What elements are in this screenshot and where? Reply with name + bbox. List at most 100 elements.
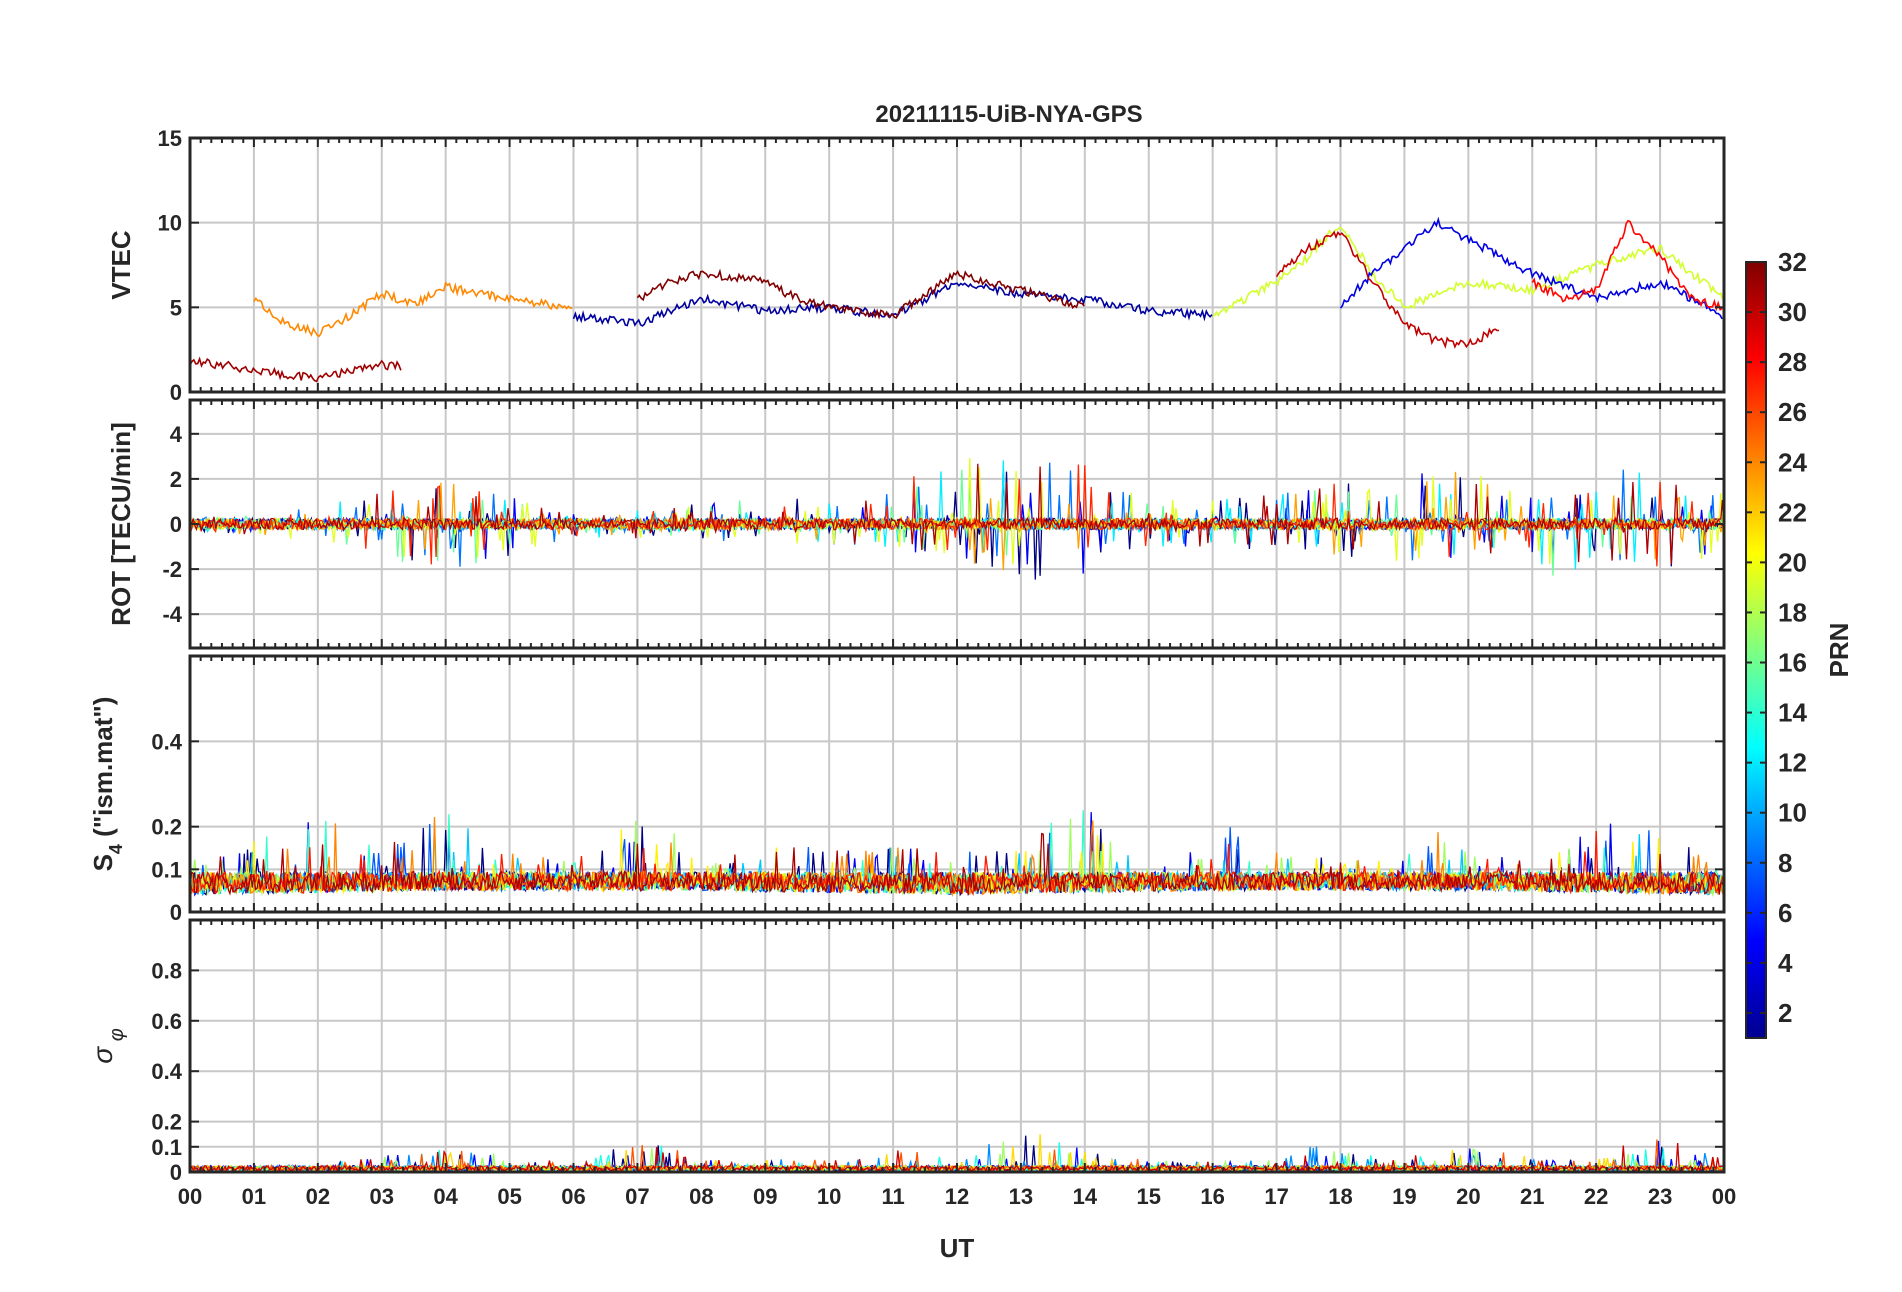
y-tick-label: 0.4	[151, 729, 182, 754]
series-line	[189, 463, 1725, 565]
y-axis-label-sub: 4	[106, 844, 126, 854]
colorbar-tick-label: 30	[1778, 297, 1807, 327]
panel-s4: 0 0.1 0.2 0.4 S4 ("ism.mat")	[88, 654, 1726, 925]
series-line	[189, 830, 1725, 897]
series-line	[1339, 216, 1723, 320]
y-axis-label-rest: ("ism.mat")	[88, 697, 118, 844]
x-axis-label: UT	[940, 1233, 975, 1263]
y-axis-label: σ φ	[87, 1028, 128, 1064]
colorbar-tick-label: 6	[1778, 898, 1792, 928]
y-tick-label: 10	[158, 211, 182, 236]
y-axis-label: VTEC	[106, 230, 136, 300]
colorbar-tick-label: 18	[1778, 597, 1807, 627]
series-line	[189, 356, 402, 383]
x-tick-label: 03	[370, 1184, 394, 1209]
x-tick-label: 09	[753, 1184, 777, 1209]
x-tick-label: 21	[1520, 1184, 1544, 1209]
x-tick-label: 16	[1200, 1184, 1224, 1209]
series-line	[189, 832, 1725, 896]
x-tick-label: 17	[1264, 1184, 1288, 1209]
x-tick-label: 22	[1584, 1184, 1608, 1209]
y-tick-label: 0.2	[151, 1110, 182, 1135]
ticks	[189, 920, 1725, 1173]
colorbar-tick-label: 10	[1778, 798, 1807, 828]
x-tick-label: 08	[689, 1184, 713, 1209]
traces	[189, 216, 1724, 383]
colorbar-label: PRN	[1824, 623, 1854, 678]
y-axis-label: ROT [TECU/min]	[106, 422, 136, 626]
y-tick-label: 0.4	[151, 1059, 182, 1084]
y-tick-label: -2	[162, 557, 182, 582]
x-tick-label: 12	[945, 1184, 969, 1209]
colorbar-tick-label: 24	[1778, 447, 1807, 477]
y-tick-label: -4	[162, 602, 182, 627]
x-tick-label: 07	[625, 1184, 649, 1209]
colorbar-tick-label: 16	[1778, 648, 1807, 678]
traces	[189, 810, 1725, 898]
y-tick-label: 4	[170, 422, 183, 447]
y-axis-label-main: S	[88, 854, 118, 871]
x-tick-label: 10	[817, 1184, 841, 1209]
y-tick-label: 15	[158, 126, 182, 151]
x-tick-label: 02	[306, 1184, 330, 1209]
ticks	[189, 400, 1725, 648]
y-axis-label-main: σ	[87, 1046, 118, 1064]
x-tick-label: 23	[1648, 1184, 1672, 1209]
series-line	[636, 268, 1085, 320]
colorbar-tick-label: 12	[1778, 748, 1807, 778]
series-line	[189, 816, 1725, 898]
x-tick-label: 04	[433, 1184, 458, 1209]
x-tick-label: 06	[561, 1184, 585, 1209]
x-tick-label: 19	[1392, 1184, 1416, 1209]
colorbar-tick-label: 20	[1778, 547, 1807, 577]
colorbar-tick-label: 22	[1778, 497, 1807, 527]
x-tick-label: 14	[1073, 1184, 1098, 1209]
series-line	[1212, 226, 1724, 318]
y-tick-label: 0.1	[151, 1135, 182, 1160]
y-tick-label: 0.1	[151, 857, 182, 882]
x-tick-label: 13	[1009, 1184, 1033, 1209]
panel-rot: -4 -2 0 2 4 ROT [TECU/min]	[106, 398, 1726, 650]
panel-vtec: 0 5 10 15 VTEC	[106, 126, 1726, 405]
y-axis-label-sub: φ	[106, 1028, 128, 1047]
colorbar-tick-label: 28	[1778, 347, 1807, 377]
panel-sigma_phi: 00.10.2 0.4 0.6 0.8 σ φ 00 01 02 03 04 05 06 07 08 09 1…	[87, 918, 1736, 1209]
y-tick-label: 2	[170, 467, 182, 492]
colorbar-tick-label: 2	[1778, 998, 1792, 1028]
x-tick-label: 05	[497, 1184, 521, 1209]
traces	[189, 457, 1725, 580]
ticks	[189, 656, 1725, 913]
y-tick-label: 0.2	[151, 815, 182, 840]
colorbar-tick-label: 8	[1778, 848, 1792, 878]
grid	[190, 137, 1724, 393]
y-tick-label: 0	[170, 380, 182, 405]
x-tick-label: 01	[242, 1184, 266, 1209]
colorbar-tick-label: 4	[1778, 948, 1793, 978]
y-tick-label: 0.6	[151, 1009, 182, 1034]
x-tick-label: 18	[1328, 1184, 1352, 1209]
x-tick-label: 15	[1137, 1184, 1161, 1209]
y-tick-label: 0	[170, 1160, 182, 1185]
x-tick-label: 00	[178, 1184, 202, 1209]
colorbar-tick-label: 14	[1778, 698, 1807, 728]
colorbar-tick-label: 26	[1778, 397, 1807, 427]
x-tick-label: 00	[1712, 1184, 1736, 1209]
series-line	[1531, 219, 1723, 312]
series-line	[1275, 230, 1500, 349]
y-tick-label: 0	[170, 512, 182, 537]
y-axis-label: S4 ("ism.mat")	[88, 697, 126, 872]
ticks	[189, 137, 1725, 393]
colorbar-gradient	[1745, 261, 1767, 1039]
x-tick-label: 20	[1456, 1184, 1480, 1209]
y-tick-label: 5	[170, 295, 182, 320]
y-tick-label: 0	[170, 900, 182, 925]
series-line	[253, 281, 573, 338]
figure-title: 20211115-UiB-NYA-GPS	[875, 101, 1142, 128]
colorbar-tick-label: 32	[1778, 247, 1807, 277]
x-tick-label: 11	[881, 1184, 904, 1209]
grid	[190, 920, 1724, 1173]
